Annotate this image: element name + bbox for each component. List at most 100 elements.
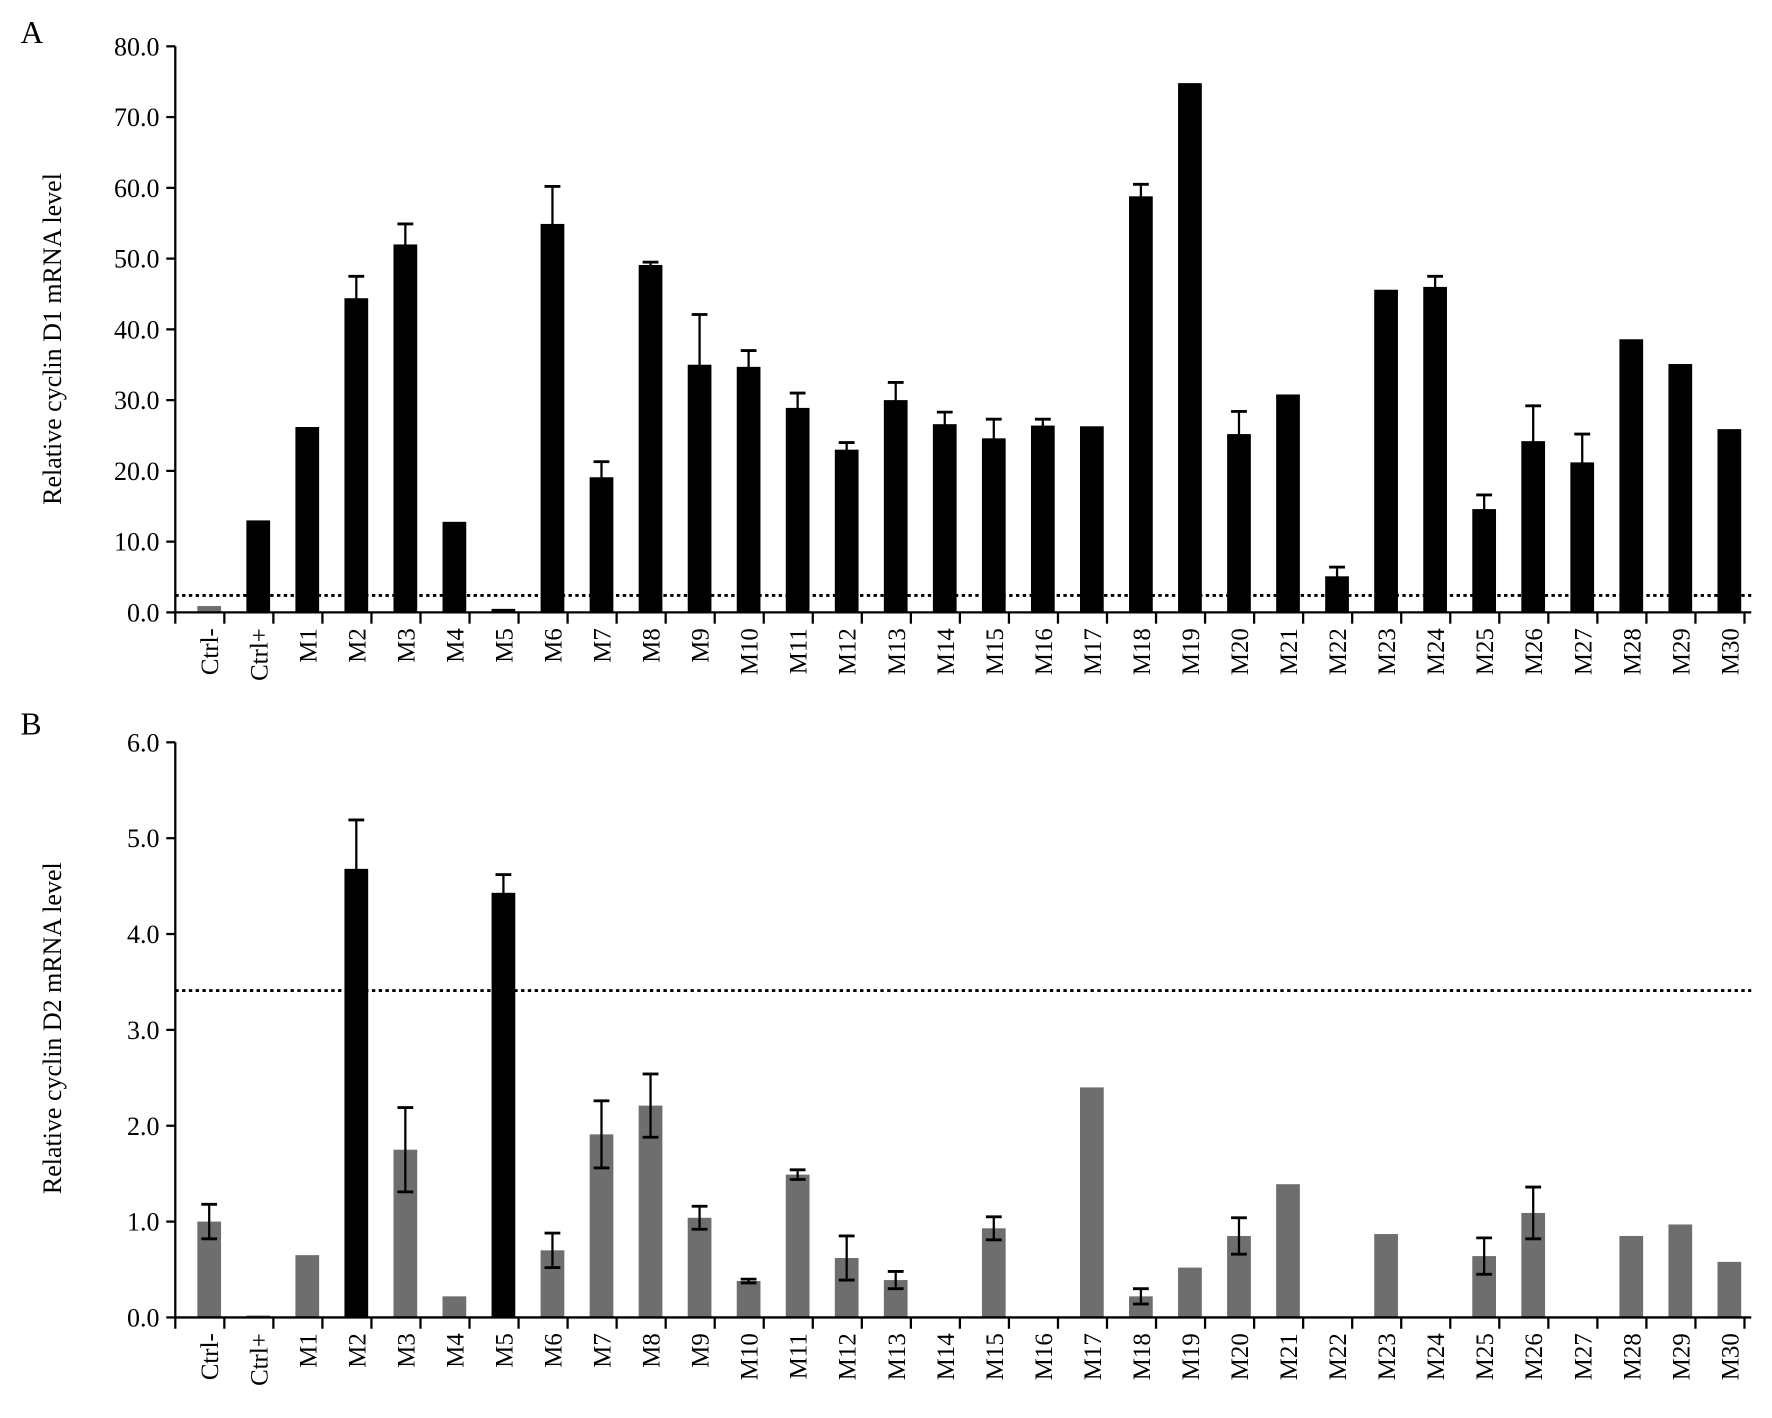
bar-M25 (1472, 509, 1497, 613)
x-tick-label: M22 (1325, 1333, 1352, 1380)
x-tick-label: M16 (1031, 1333, 1058, 1380)
x-tick-label: M10 (737, 1333, 764, 1380)
x-tick-label: Ctrl+ (246, 1333, 273, 1386)
bar-M17 (1080, 1087, 1104, 1318)
x-tick-label: M28 (1619, 628, 1646, 675)
x-tick-label: M24 (1423, 628, 1450, 676)
panel-b: B Relative cyclin D2 mRNA level Ctrl- Ctr… (21, 706, 1752, 1386)
bar-M5 (491, 608, 516, 613)
x-tick-label: M27 (1570, 1333, 1597, 1380)
x-tick-label: M14 (933, 1333, 960, 1381)
x-tick-label: M19 (1178, 628, 1205, 675)
x-tick-label: M3 (393, 628, 420, 663)
x-tick-label: M17 (1080, 628, 1107, 675)
x-tick-label: M17 (1080, 1333, 1107, 1380)
x-tick-label: M1 (295, 628, 322, 663)
bar-M3 (393, 244, 418, 613)
x-tick-label: M30 (1717, 1333, 1744, 1380)
x-tick-label: M14 (933, 628, 960, 676)
bar-M29 (1668, 1224, 1693, 1318)
x-tick-label: M29 (1668, 628, 1695, 675)
panel-label-a: A (21, 15, 44, 50)
bar-M9 (687, 1217, 712, 1318)
bar-M6 (540, 223, 565, 613)
y-tick-label: 60.0 (114, 174, 159, 203)
y-tick-label: 50.0 (114, 245, 159, 274)
x-tick-label: M21 (1276, 1333, 1303, 1380)
x-tick-label: M23 (1374, 1333, 1401, 1380)
bar-M10 (736, 366, 761, 613)
bar-M14 (932, 424, 957, 613)
x-tick-label: M13 (884, 1333, 911, 1380)
x-tick-label: M19 (1178, 1333, 1205, 1380)
panel-label-b: B (21, 706, 42, 741)
bar-M30 (1717, 1261, 1742, 1318)
x-tick-label: M5 (491, 628, 518, 663)
x-tick-label: M29 (1668, 1333, 1695, 1380)
x-tick-label: M12 (835, 628, 862, 675)
bar-M16 (1030, 425, 1055, 613)
y-axis-label-a: Relative cyclin D1 mRNA level (38, 173, 67, 505)
x-tick-label: M21 (1276, 628, 1303, 675)
bar-M5 (491, 892, 516, 1318)
x-tick-label: M11 (786, 628, 813, 674)
bar-M25 (1472, 1256, 1497, 1318)
bar-M9 (687, 364, 712, 613)
x-tick-label: M15 (982, 628, 1009, 675)
bar-M27 (1570, 462, 1595, 613)
x-tick-label: M18 (1129, 1333, 1156, 1380)
bar-M7 (589, 1134, 614, 1318)
y-tick-label: 10.0 (114, 528, 159, 557)
x-tick-label: M3 (393, 1333, 420, 1368)
x-tick-label: Ctrl+ (246, 628, 273, 681)
bar-M15 (981, 1228, 1006, 1318)
bar-M8 (638, 264, 663, 613)
x-tick-label: M12 (835, 1333, 862, 1380)
x-tick-label: M11 (786, 1333, 813, 1379)
x-tick-label: M6 (540, 1333, 567, 1368)
bar-M21 (1276, 394, 1300, 613)
x-tick-label: M26 (1521, 1333, 1548, 1380)
bar-M1 (295, 1255, 320, 1318)
x-tick-label: M16 (1031, 628, 1058, 675)
bar-M24 (1423, 286, 1447, 613)
x-tick-label: M8 (639, 1333, 666, 1368)
x-tick-label: M8 (639, 628, 666, 663)
bar-M26 (1521, 441, 1546, 613)
bar-M12 (834, 1258, 859, 1318)
y-tick-label: 6.0 (127, 728, 159, 757)
bar-M10 (736, 1281, 761, 1318)
bar-M1 (295, 427, 320, 613)
bar-M4 (442, 521, 467, 613)
bar-M8 (638, 1105, 663, 1318)
bar-M12 (834, 449, 859, 613)
y-tick-label: 40.0 (114, 315, 159, 344)
bar-M17 (1080, 426, 1104, 613)
bar-M4 (442, 1296, 467, 1318)
y-axis-label-b: Relative cyclin D2 mRNA level (38, 862, 67, 1194)
x-tick-label: M2 (344, 1333, 371, 1368)
bar-M30 (1717, 429, 1742, 613)
bar-M23 (1374, 1234, 1398, 1318)
x-tick-label: M13 (884, 628, 911, 675)
y-tick-label: 3.0 (127, 1016, 159, 1045)
x-tick-label: M7 (590, 628, 617, 663)
bar-M21 (1276, 1184, 1300, 1318)
y-tick-label: 0.0 (127, 1303, 159, 1332)
y-tick-label: 80.0 (114, 32, 159, 61)
y-tick-label: 20.0 (114, 457, 159, 486)
x-tick-label: M26 (1521, 628, 1548, 675)
bar-M13 (883, 400, 908, 613)
bar-M20 (1227, 1235, 1251, 1318)
x-tick-label: M5 (491, 1333, 518, 1368)
bar-M19 (1178, 83, 1202, 613)
bar-Ctrl+ (246, 520, 271, 613)
bar-M28 (1619, 1235, 1644, 1318)
x-tick-label: M23 (1374, 628, 1401, 675)
x-tick-label: M18 (1129, 628, 1156, 675)
bar-M20 (1227, 434, 1251, 613)
x-tick-label: M15 (982, 1333, 1009, 1380)
x-tick-label: M6 (540, 628, 567, 663)
bar-M18 (1129, 1296, 1153, 1318)
